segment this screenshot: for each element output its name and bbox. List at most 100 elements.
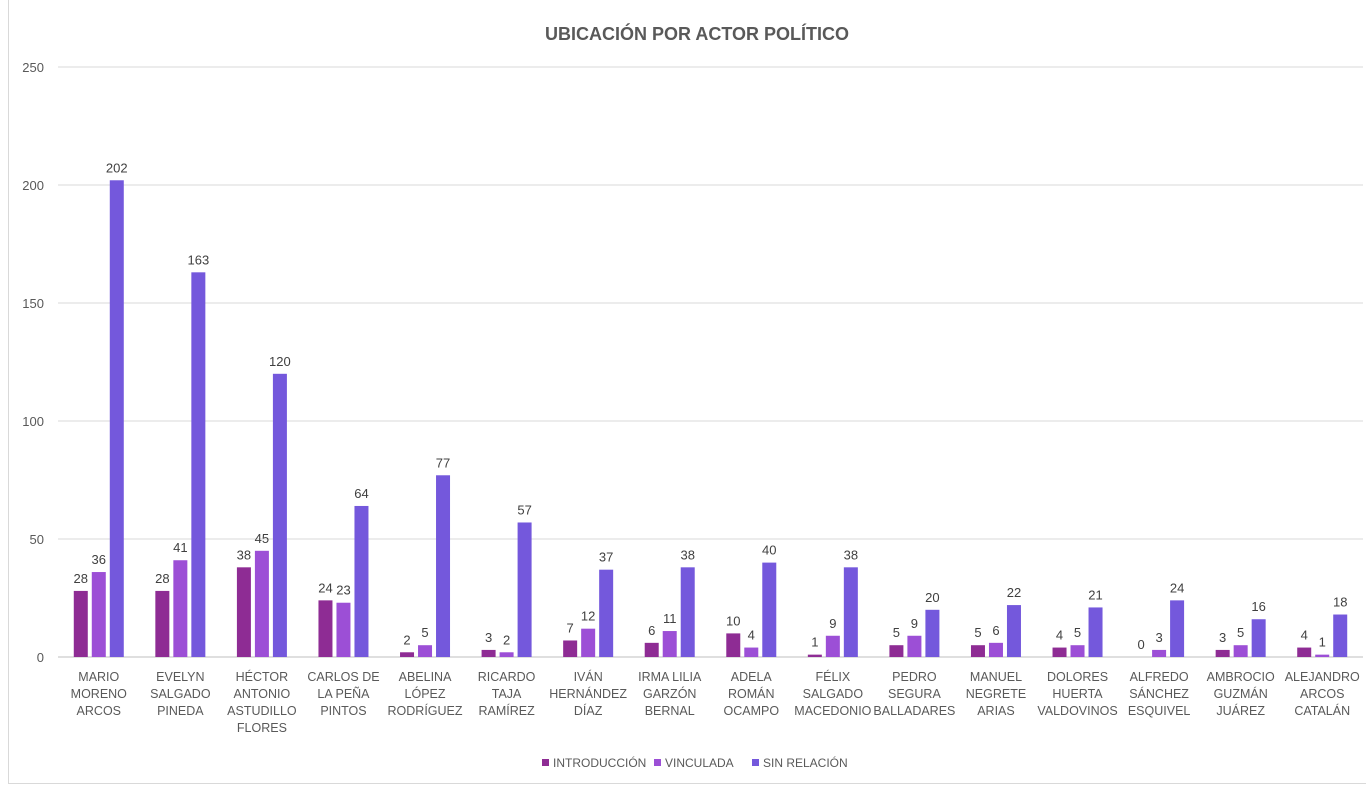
data-label: 5 — [974, 625, 981, 640]
data-label: 77 — [436, 455, 450, 470]
data-label: 57 — [517, 502, 531, 517]
bar — [91, 572, 106, 657]
bar — [599, 569, 614, 657]
bar — [1315, 654, 1330, 657]
legend-swatch — [542, 759, 549, 766]
bar — [726, 633, 741, 657]
data-label: 3 — [1219, 630, 1226, 645]
legend-item: INTRODUCCIÓN — [542, 755, 646, 770]
legend-label: VINCULADA — [665, 756, 734, 770]
data-label: 120 — [269, 354, 291, 369]
bar — [907, 635, 922, 657]
bar — [1215, 649, 1230, 657]
bar — [400, 652, 415, 657]
bar — [807, 654, 822, 657]
x-tick-label: ABELINA LÓPEZ RODRÍGUEZ — [388, 670, 463, 718]
data-label: 5 — [421, 625, 428, 640]
bars — [73, 180, 1348, 657]
bar — [925, 609, 940, 657]
legend-swatch — [752, 759, 759, 766]
data-label: 38 — [844, 547, 858, 562]
bar — [662, 631, 677, 657]
bar — [499, 652, 514, 657]
bar — [1251, 619, 1266, 657]
data-label: 4 — [1301, 628, 1308, 643]
legend-item: VINCULADA — [654, 756, 734, 770]
data-label: 5 — [1237, 625, 1244, 640]
bar — [272, 373, 287, 657]
legend-label: SIN RELACIÓN — [763, 755, 848, 770]
legend: INTRODUCCIÓN VINCULADA SIN RELACIÓN — [542, 755, 848, 770]
x-tick-label: IVÁN HERNÁNDEZ DÍAZ — [549, 669, 627, 718]
bar — [418, 645, 433, 657]
data-label: 9 — [911, 616, 918, 631]
data-label: 7 — [567, 620, 574, 635]
legend-item: SIN RELACIÓN — [752, 755, 848, 770]
bar — [889, 645, 904, 657]
bar — [970, 645, 985, 657]
y-tick-label: 150 — [22, 296, 44, 311]
y-tick-label: 50 — [30, 532, 44, 547]
bar — [481, 649, 496, 657]
x-tick-label: PEDRO SEGURA BALLADARES — [873, 670, 955, 718]
data-label: 23 — [336, 583, 350, 598]
bar — [155, 590, 170, 657]
data-label: 18 — [1333, 595, 1347, 610]
data-label: 22 — [1007, 585, 1021, 600]
bar — [1333, 614, 1348, 657]
data-label: 4 — [748, 628, 755, 643]
bar — [825, 635, 840, 657]
data-label: 24 — [318, 580, 332, 595]
y-tick-label: 0 — [37, 650, 44, 665]
data-label: 2 — [503, 632, 510, 647]
x-axis: MARIO MORENO ARCOS EVELYN SALGADO PINEDA HÉCTO… — [71, 669, 1360, 735]
x-tick-label: FÉLIX SALGADO MACEDONIO — [794, 669, 871, 718]
bar — [517, 522, 532, 657]
data-label: 0 — [1137, 637, 1144, 652]
data-label: 3 — [485, 630, 492, 645]
y-axis: 0 50 100 150 200 250 — [22, 60, 44, 665]
data-label: 45 — [255, 531, 269, 546]
bar — [1006, 605, 1021, 657]
data-label: 11 — [663, 611, 677, 626]
bar — [680, 567, 695, 657]
data-label: 36 — [92, 552, 106, 567]
bar — [354, 505, 369, 657]
x-tick-label: CARLOS DE LA PEÑA PINTOS — [307, 670, 379, 718]
x-tick-label: MARIO MORENO ARCOS — [71, 670, 128, 718]
bar — [436, 475, 451, 657]
data-label: 5 — [893, 625, 900, 640]
data-label: 3 — [1155, 630, 1162, 645]
x-tick-label: ADELA ROMÁN OCAMPO — [724, 670, 780, 718]
bar — [254, 550, 269, 657]
data-label: 37 — [599, 550, 613, 565]
chart-title: UBICACIÓN POR ACTOR POLÍTICO — [545, 23, 849, 44]
bar — [988, 642, 1003, 657]
data-label: 28 — [74, 571, 88, 586]
x-tick-label: MANUEL NEGRETE ARIAS — [966, 670, 1026, 718]
bar — [563, 640, 578, 657]
bar — [1070, 645, 1085, 657]
x-tick-label: IRMA LILIA GARZÓN BERNAL — [638, 670, 702, 718]
x-tick-label: DOLORES HUERTA VALDOVINOS — [1037, 670, 1117, 718]
legend-swatch — [654, 759, 661, 766]
data-label: 1 — [811, 635, 818, 650]
data-label: 1 — [1319, 635, 1326, 650]
bar — [1233, 645, 1248, 657]
data-label: 163 — [187, 252, 209, 267]
data-label: 4 — [1056, 628, 1063, 643]
bar — [1152, 649, 1167, 657]
bar — [1088, 607, 1103, 657]
data-label: 21 — [1088, 587, 1102, 602]
bar — [744, 647, 759, 657]
x-tick-label: HÉCTOR ANTONIO ASTUDILLO FLORES — [227, 669, 297, 735]
gridlines — [58, 66, 1363, 658]
data-label: 38 — [237, 547, 251, 562]
data-label: 28 — [155, 571, 169, 586]
data-label: 9 — [829, 616, 836, 631]
bar — [173, 560, 188, 657]
bar — [73, 590, 88, 657]
bar — [109, 180, 124, 657]
